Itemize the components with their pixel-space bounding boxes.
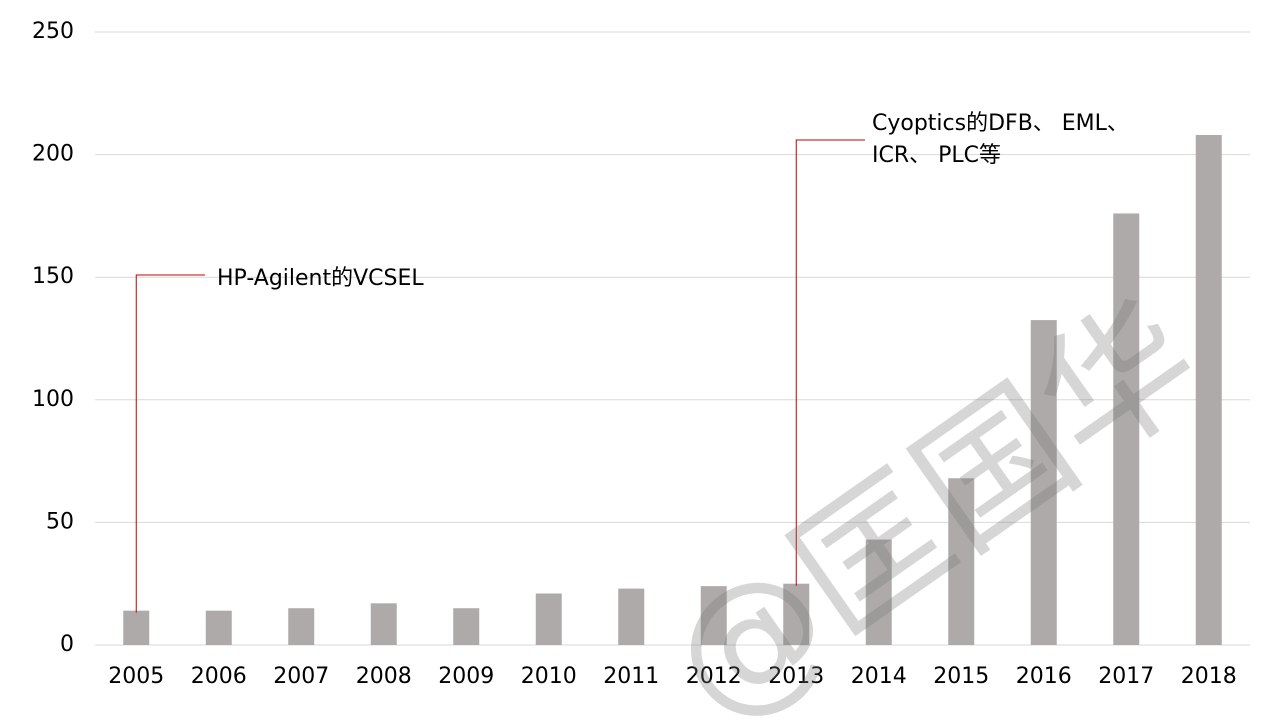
y-tick-label: 250 xyxy=(32,19,74,44)
y-tick-label: 150 xyxy=(32,264,74,289)
y-tick-label: 200 xyxy=(32,142,74,167)
bar xyxy=(1113,213,1140,645)
y-tick-label: 50 xyxy=(46,509,74,534)
x-tick-label: 2005 xyxy=(108,664,164,689)
x-tick-label: 2017 xyxy=(1098,664,1154,689)
annotation-text: Cyoptics的DFB、 EML、 xyxy=(872,111,1129,136)
watermark: @匡国华 xyxy=(639,268,1230,720)
bar xyxy=(700,586,727,645)
x-tick-label: 2008 xyxy=(356,664,412,689)
x-tick-label: 2016 xyxy=(1016,664,1072,689)
x-tick-label: 2006 xyxy=(191,664,247,689)
y-tick-label: 100 xyxy=(32,387,74,412)
annotation-leader xyxy=(795,139,865,586)
x-tick-label: 2018 xyxy=(1181,664,1237,689)
bar xyxy=(535,593,562,645)
x-tick-label: 2009 xyxy=(438,664,494,689)
bar xyxy=(205,610,232,645)
x-tick-label: 2011 xyxy=(603,664,659,689)
x-tick-label: 2012 xyxy=(686,664,742,689)
bar xyxy=(948,478,975,645)
y-tick-label: 0 xyxy=(60,632,74,657)
bar xyxy=(453,608,480,645)
bar xyxy=(370,603,397,645)
annotation-text: ICR、 PLC等 xyxy=(872,143,1001,168)
bar xyxy=(1030,320,1057,645)
bar xyxy=(618,588,645,645)
x-tick-label: 2013 xyxy=(768,664,824,689)
bar xyxy=(123,610,150,645)
x-tick-label: 2015 xyxy=(933,664,989,689)
bar xyxy=(1195,134,1222,645)
bar xyxy=(288,608,315,645)
annotation-text: HP-Agilent的VCSEL xyxy=(217,266,424,291)
x-tick-label: 2010 xyxy=(521,664,577,689)
bar xyxy=(865,539,892,645)
annotation-leader xyxy=(135,274,205,613)
x-tick-label: 2007 xyxy=(273,664,329,689)
bar xyxy=(783,583,810,645)
x-tick-label: 2014 xyxy=(851,664,907,689)
